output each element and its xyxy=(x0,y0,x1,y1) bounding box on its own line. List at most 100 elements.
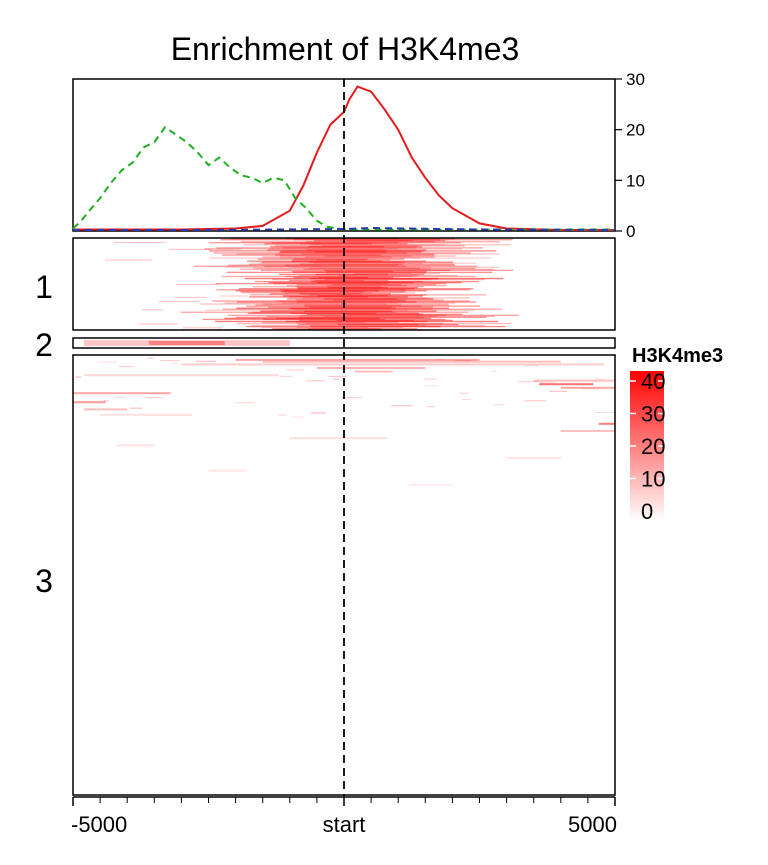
heatmap-row xyxy=(260,310,437,312)
heatmap-row-core xyxy=(298,316,424,319)
heatmap-row-core xyxy=(300,314,447,316)
heatmap-row xyxy=(539,383,594,386)
heatmap-row xyxy=(239,268,495,270)
heatmap-row-core xyxy=(271,242,398,244)
heatmap-row xyxy=(262,360,561,363)
heatmap-row xyxy=(314,240,446,242)
cluster-label: 1 xyxy=(35,269,53,305)
heatmap-row-core xyxy=(305,322,443,325)
heatmap-speck xyxy=(549,390,567,392)
heatmap-speck xyxy=(436,358,444,360)
heatmap-row-core xyxy=(295,286,382,288)
heatmap-row xyxy=(252,286,424,288)
heatmap-row xyxy=(248,263,455,265)
heatmap-row-core xyxy=(300,293,361,295)
heatmap-row-core xyxy=(289,307,396,309)
heatmap-row xyxy=(236,307,450,309)
heatmap-row xyxy=(297,323,459,326)
heatmap-row xyxy=(243,244,511,246)
x-tick-label: start xyxy=(323,812,366,837)
legend-tick-label: 0 xyxy=(641,499,653,524)
heatmap-row xyxy=(296,284,436,286)
heatmap-row-core xyxy=(337,319,415,322)
heatmap-row-core xyxy=(322,245,418,247)
heatmap-row-core xyxy=(280,250,425,252)
heatmap-speck xyxy=(195,360,217,362)
heatmap-row xyxy=(291,270,427,273)
heatmap-speck xyxy=(595,412,617,414)
heatmap-row xyxy=(255,304,450,306)
heatmap-row-core xyxy=(288,296,369,298)
heatmap-row xyxy=(193,265,478,267)
heatmap-row-core xyxy=(344,297,429,299)
heatmap-row-core xyxy=(264,265,407,267)
heatmap-row xyxy=(235,358,480,361)
heatmap-speck xyxy=(494,404,505,406)
heatmap-row-core xyxy=(310,325,441,328)
profile-line-cluster-3 xyxy=(73,226,616,231)
heatmap-row xyxy=(246,260,427,262)
heatmap-row-core xyxy=(310,244,445,246)
heatmap-row-core xyxy=(285,320,428,323)
heatmap-row-core xyxy=(293,271,426,274)
heatmap-row xyxy=(240,241,500,243)
heatmap-speck xyxy=(146,357,155,359)
heatmap-row xyxy=(224,266,500,268)
heatmap-row xyxy=(275,245,465,247)
heatmap-row xyxy=(227,264,455,266)
heatmap-row xyxy=(83,340,290,346)
heatmap-row xyxy=(214,320,499,323)
heatmap-row-core xyxy=(282,247,417,249)
heatmap-row xyxy=(73,401,106,404)
heatmap-row-core xyxy=(354,272,412,275)
heatmap-speck xyxy=(427,406,436,408)
heatmap-row-core xyxy=(304,310,393,312)
heatmap-speck xyxy=(103,400,109,402)
heatmap-row-core xyxy=(273,282,389,285)
heatmap-row-core xyxy=(276,317,380,320)
heatmap-speck xyxy=(145,397,164,399)
heatmap-row xyxy=(208,242,462,244)
heatmap-row xyxy=(224,302,456,304)
heatmap-speck xyxy=(158,301,200,303)
heatmap-row-core xyxy=(272,309,408,311)
heatmap-row xyxy=(181,363,605,366)
heatmap-row xyxy=(261,321,399,324)
heatmap-row-core xyxy=(269,248,398,250)
heatmap-row xyxy=(306,313,462,315)
heatmap-speck xyxy=(280,375,292,377)
heatmap-speck xyxy=(424,378,438,380)
heatmap-row-core xyxy=(309,306,392,308)
heatmap-speck xyxy=(234,402,255,404)
heatmap-row xyxy=(296,299,444,301)
heatmap-speck xyxy=(129,407,143,409)
heatmap-row xyxy=(226,271,493,274)
color-legend: H3K4me3 0 10 20 30 40 xyxy=(630,345,723,524)
heatmap-speck xyxy=(594,378,604,380)
heatmap-speck xyxy=(524,400,547,402)
heatmap-row xyxy=(261,261,453,263)
profile-line-cluster-2 xyxy=(72,125,615,231)
heatmap-row xyxy=(560,386,615,389)
heatmap-row-core xyxy=(276,300,406,302)
heatmap-speck xyxy=(174,296,208,298)
heatmap-row xyxy=(598,422,615,425)
heatmap-speck xyxy=(104,259,152,261)
heatmap-row xyxy=(209,250,497,252)
heatmap-row xyxy=(264,243,408,245)
heatmap-row-core xyxy=(275,254,382,256)
heatmap-speck xyxy=(328,375,348,377)
heatmap-speck xyxy=(332,378,340,380)
x-axis: -5000 start 5000 xyxy=(71,796,617,837)
legend-tick-label: 20 xyxy=(641,434,665,459)
heatmap-row xyxy=(236,316,487,319)
y-tick-label: 10 xyxy=(626,171,645,190)
heatmap-row-core xyxy=(338,274,418,277)
heatmap-row-core xyxy=(326,285,407,287)
heatmap-row-core xyxy=(290,312,377,314)
heatmap-row xyxy=(255,280,479,283)
heatmap-row xyxy=(289,279,389,282)
heatmap-row xyxy=(325,272,441,275)
heatmap-row-core xyxy=(262,303,387,305)
heatmap-row xyxy=(204,248,463,250)
